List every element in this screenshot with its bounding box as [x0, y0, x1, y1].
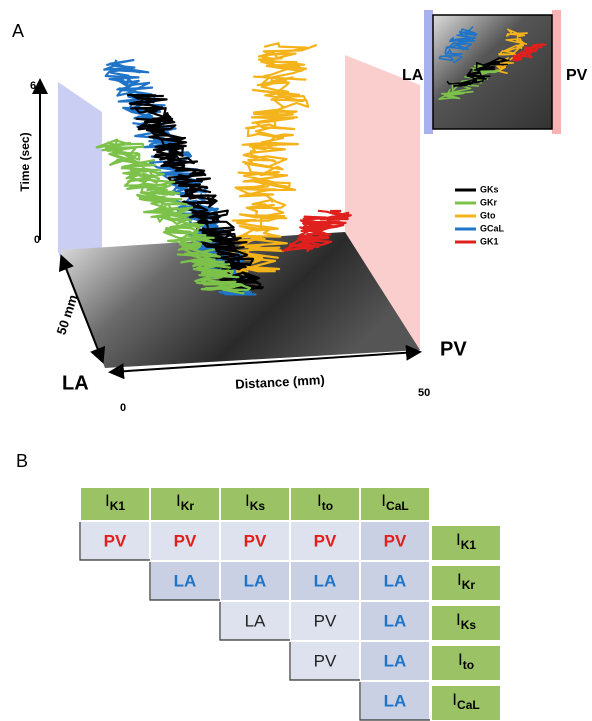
header-sub: Kr — [462, 578, 476, 592]
figure: A 6 0 Time (sec) 50 mm Distance (mm) 0 5… — [0, 0, 592, 721]
cell-text: PV — [314, 651, 337, 670]
legend-label: GK1 — [480, 236, 499, 246]
header-sub: Ks — [461, 618, 477, 632]
panel-label: B — [16, 451, 28, 471]
cell-text: LA — [384, 611, 407, 630]
tick-label: 0 — [34, 234, 40, 246]
legend-label: GKr — [480, 197, 498, 207]
inset-la-bar — [424, 10, 433, 134]
axis-label: Distance (mm) — [235, 372, 325, 392]
legend: GKs GKr Gto GCaL GK1 — [455, 184, 505, 246]
cell-text: PV — [244, 531, 267, 550]
header-sub: K1 — [110, 499, 126, 513]
inset-label: LA — [402, 67, 424, 84]
header-sub: to — [322, 499, 333, 513]
header-sub: to — [463, 658, 474, 672]
header-sub: CaL — [386, 499, 409, 513]
tick-label: 50 — [418, 387, 430, 399]
cell-text: PV — [314, 531, 337, 550]
region-label: PV — [440, 338, 467, 360]
cell-text: LA — [384, 691, 407, 710]
cell-text: LA — [384, 651, 407, 670]
inset-pv-bar — [552, 10, 561, 134]
cell-text: PV — [104, 531, 127, 550]
cell-text: LA — [244, 571, 267, 590]
cell-text: PV — [314, 611, 337, 630]
header-sub: K1 — [461, 538, 477, 552]
legend-label: Gto — [480, 210, 496, 220]
header-sub: Kr — [181, 499, 195, 513]
cell-text: PV — [174, 531, 197, 550]
cell-text: LA — [174, 571, 197, 590]
tick-label: 6 — [30, 80, 36, 92]
legend-label: GCaL — [480, 223, 505, 233]
cell-text: LA — [384, 571, 407, 590]
legend-label: GKs — [480, 184, 499, 194]
cell-text: LA — [314, 571, 337, 590]
cell-text: PV — [384, 531, 407, 550]
header-sub: CaL — [457, 698, 480, 712]
tick-label: 0 — [120, 402, 126, 414]
axis-label: 50 mm — [53, 293, 80, 337]
axis-label: Time (sec) — [18, 132, 32, 191]
inset-label: PV — [566, 67, 588, 84]
header-sub: Ks — [250, 499, 266, 513]
region-label: LA — [62, 372, 89, 394]
panel-label: A — [12, 21, 24, 41]
cell-text: LA — [245, 611, 266, 630]
